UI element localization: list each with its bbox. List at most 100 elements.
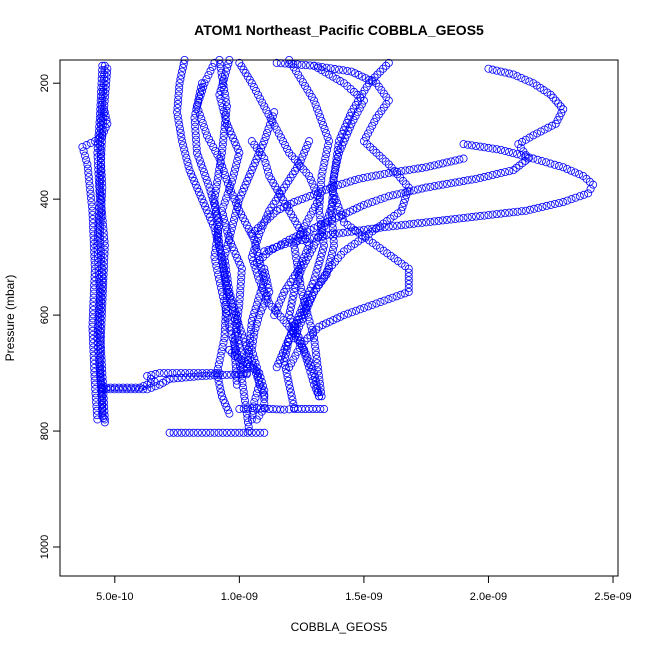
data-point	[264, 245, 273, 254]
data-point	[249, 256, 258, 265]
data-point	[459, 154, 468, 163]
data-point	[237, 370, 246, 379]
data-point	[404, 272, 413, 281]
data-point	[303, 334, 312, 343]
data-point	[567, 166, 576, 175]
data-point	[143, 380, 152, 389]
data-point	[260, 386, 269, 395]
data-point	[251, 428, 260, 437]
data-point	[318, 63, 327, 72]
data-point	[97, 293, 106, 302]
data-point	[89, 339, 98, 348]
data-point	[472, 141, 481, 150]
data-point	[251, 324, 260, 333]
data-point	[233, 314, 242, 323]
data-point	[265, 287, 274, 296]
data-point	[214, 376, 223, 385]
data-point	[205, 135, 214, 144]
data-point	[303, 141, 312, 150]
data-point	[302, 355, 311, 364]
data-point	[196, 191, 205, 200]
data-point	[311, 187, 320, 196]
data-point	[182, 153, 191, 162]
data-point	[281, 141, 290, 150]
data-point	[264, 124, 273, 133]
data-point	[194, 152, 203, 161]
data-point	[472, 174, 481, 183]
data-point	[376, 170, 385, 179]
data-point	[235, 322, 244, 331]
data-point	[272, 58, 281, 67]
data-point	[216, 245, 225, 254]
data-point	[97, 133, 106, 142]
data-point	[328, 219, 337, 228]
data-point	[398, 202, 407, 211]
data-point	[313, 264, 322, 273]
data-point	[181, 428, 190, 437]
data-point	[547, 121, 556, 130]
data-point	[298, 292, 307, 301]
data-point	[349, 205, 358, 214]
data-point	[254, 233, 263, 242]
data-point	[258, 98, 267, 107]
data-point	[283, 342, 292, 351]
data-point	[91, 393, 100, 402]
data-point	[231, 428, 240, 437]
data-point	[242, 342, 251, 351]
data-point	[331, 163, 340, 172]
data-point	[102, 80, 111, 89]
data-point	[404, 268, 413, 277]
data-point	[404, 284, 413, 293]
data-point	[210, 58, 219, 67]
data-point	[447, 157, 456, 166]
data-point	[246, 169, 255, 178]
x-tick-label: 2.5e-09	[594, 591, 631, 603]
data-point	[501, 209, 510, 218]
data-point	[99, 79, 108, 88]
data-point	[317, 176, 326, 185]
data-point	[225, 409, 234, 418]
data-point	[96, 374, 105, 383]
data-point	[197, 83, 206, 92]
data-point	[261, 158, 270, 167]
data-point	[220, 89, 229, 98]
data-point	[218, 342, 227, 351]
data-point	[97, 307, 106, 316]
data-point	[315, 375, 324, 384]
data-point	[484, 64, 493, 73]
data-point	[303, 308, 312, 317]
data-point	[251, 358, 260, 367]
data-point	[260, 102, 269, 111]
series-26	[247, 264, 274, 424]
data-point	[244, 173, 253, 182]
data-point	[204, 71, 213, 80]
data-point	[554, 162, 563, 171]
data-point	[176, 75, 185, 84]
data-point	[206, 67, 215, 76]
data-point	[187, 169, 196, 178]
data-point	[175, 124, 184, 133]
data-point	[372, 299, 381, 308]
data-point	[249, 402, 258, 411]
data-point	[231, 211, 240, 220]
data-point	[233, 349, 242, 358]
data-point	[220, 334, 229, 343]
data-point	[199, 168, 208, 177]
data-point	[254, 376, 263, 385]
data-point	[286, 303, 295, 312]
data-point	[258, 140, 267, 149]
data-point	[538, 202, 547, 211]
data-point	[223, 63, 232, 72]
data-point	[215, 161, 224, 170]
plot-points	[78, 56, 598, 437]
data-point	[89, 301, 98, 310]
data-point	[208, 62, 217, 71]
data-point	[179, 141, 188, 150]
data-point	[173, 99, 182, 108]
data-point	[97, 320, 106, 329]
data-point	[492, 170, 501, 179]
data-point	[263, 128, 272, 137]
data-point	[533, 129, 542, 138]
data-point	[192, 105, 201, 114]
data-point	[292, 237, 301, 246]
